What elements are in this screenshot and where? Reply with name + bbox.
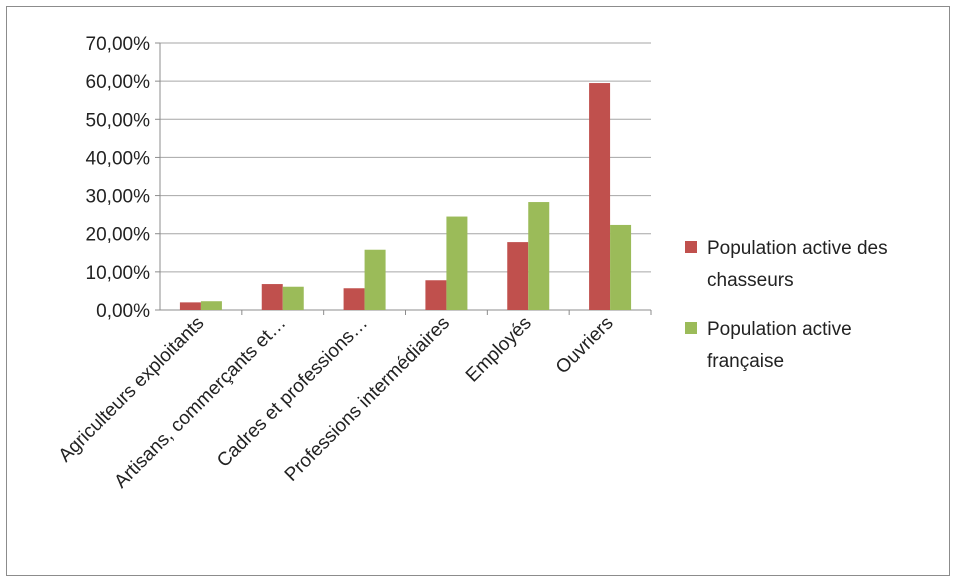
- category-label: Artisans, commerçants et…: [110, 313, 290, 493]
- legend-swatch: [685, 241, 697, 253]
- gridlines: [160, 42, 651, 273]
- bar-francaise-1: [282, 286, 304, 310]
- legend-label: chasseurs: [707, 270, 794, 291]
- bar-francaise-2: [364, 249, 386, 310]
- chart-frame: 0,00% 10,00% 20,00% 30,00% 40,00% 50,00% 60,00…: [6, 6, 950, 576]
- y-tick-label: 40,00%: [86, 148, 151, 169]
- y-tick-label: 60,00%: [86, 72, 151, 93]
- category-label: Employés: [462, 313, 536, 387]
- y-tick-label: 10,00%: [86, 263, 151, 284]
- bar-chasseurs-4: [507, 242, 529, 310]
- bar-chasseurs-5: [589, 83, 611, 310]
- y-tick-label: 50,00%: [86, 110, 151, 131]
- category-label: Cadres et professions…: [213, 313, 372, 472]
- bar-chasseurs-0: [179, 302, 201, 310]
- y-tick-labels: 0,00% 10,00% 20,00% 30,00% 40,00% 50,00% 60,00…: [86, 34, 151, 322]
- bar-francaise-3: [446, 216, 468, 310]
- y-tick-label: 0,00%: [96, 301, 150, 322]
- bar-francaise-5: [610, 224, 632, 310]
- bars: [179, 83, 632, 310]
- y-tick-label: 30,00%: [86, 187, 151, 208]
- legend-swatch: [685, 322, 697, 334]
- legend-label: française: [707, 351, 784, 372]
- bar-chart: 0,00% 10,00% 20,00% 30,00% 40,00% 50,00% 60,00…: [55, 34, 888, 493]
- legend-label: Population active des: [707, 238, 888, 259]
- category-label: Professions intermédiaires: [281, 313, 454, 486]
- y-tick-label: 70,00%: [86, 34, 151, 55]
- category-label: Agriculteurs exploitants: [55, 313, 209, 467]
- category-label: Ouvriers: [552, 313, 618, 379]
- bar-chasseurs-1: [261, 284, 283, 310]
- axes: [155, 42, 652, 315]
- legend: Population active des chasseurs Population…: [685, 238, 888, 372]
- bar-chasseurs-3: [425, 280, 447, 310]
- legend-label: Population active: [707, 319, 852, 340]
- bar-chasseurs-2: [343, 288, 365, 310]
- bar-francaise-4: [528, 202, 550, 310]
- y-tick-label: 20,00%: [86, 225, 151, 246]
- bar-francaise-0: [200, 301, 222, 310]
